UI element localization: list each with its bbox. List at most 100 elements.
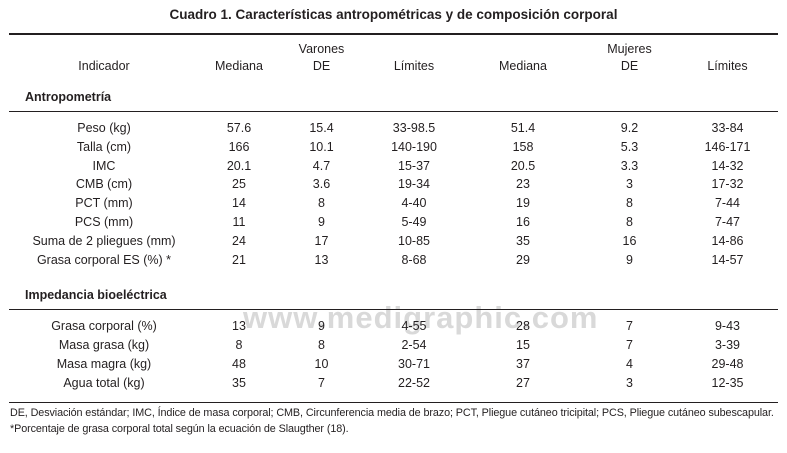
cell-value: 29-48 xyxy=(711,356,744,371)
cell-value: 10-85 xyxy=(398,233,430,248)
section-header-row: Antropometría xyxy=(9,77,778,112)
cell-value: 33-98.5 xyxy=(392,121,436,135)
cell-value: 9 xyxy=(318,319,325,334)
cell-value: 14-32 xyxy=(711,158,744,173)
cell-value: 9 xyxy=(318,214,325,229)
spacer-cell xyxy=(9,34,199,58)
cell-value: 14-57 xyxy=(711,252,744,267)
column-header-indicador: Indicador xyxy=(78,59,130,73)
footnote-abbreviations: DE, Desviación estándar; IMC, Índice de … xyxy=(10,407,774,419)
spacer-cell xyxy=(199,34,279,58)
cell-value: 7-44 xyxy=(714,196,741,211)
cell-value: 8 xyxy=(626,196,633,211)
row-label: Masa grasa (kg) xyxy=(58,338,150,353)
cell-value: 4-40 xyxy=(401,196,427,211)
cell-value: 15.4 xyxy=(309,121,334,135)
column-header-row: Indicador Mediana DE Límites Mediana DE … xyxy=(9,58,778,77)
cell-value: 15 xyxy=(516,338,530,353)
table-row: Agua total (kg) 35 7 22-52 27 3 12-35 xyxy=(9,374,778,402)
cell-value: 35 xyxy=(516,233,530,248)
cell-value: 17 xyxy=(314,233,329,248)
table-row: Grasa corporal ES (%) * 21 13 8-68 29 9 14-57 xyxy=(9,251,778,270)
row-label: Suma de 2 pliegues (mm) xyxy=(32,233,176,248)
row-label: CMB (cm) xyxy=(75,177,133,192)
cell-value: 3.3 xyxy=(620,158,639,173)
cell-value: 7 xyxy=(626,338,633,353)
cell-value: 48 xyxy=(232,356,246,371)
group-header-varones: Varones xyxy=(298,42,345,56)
column-header-limites-v: Límites xyxy=(393,59,435,73)
cell-value: 8 xyxy=(318,338,325,353)
row-label: IMC xyxy=(92,158,116,173)
cell-value: 9 xyxy=(626,252,633,267)
row-label: Agua total (kg) xyxy=(63,375,145,390)
row-label: Grasa corporal (%) xyxy=(51,319,157,334)
spacer-cell xyxy=(464,34,582,58)
column-header-mediana-v: Mediana xyxy=(215,59,263,73)
cell-value: 140-190 xyxy=(391,139,437,154)
section-header: Antropometría xyxy=(9,77,778,112)
cell-value: 9.2 xyxy=(620,121,639,135)
cell-value: 13 xyxy=(314,252,329,267)
spacer-cell xyxy=(364,34,464,58)
cell-value: 9-43 xyxy=(714,319,741,334)
column-header-de-m: DE xyxy=(620,59,639,73)
footnotes: DE, Desviación estándar; IMC, Índice de … xyxy=(10,406,781,437)
cell-value: 19-34 xyxy=(398,177,430,192)
cell-value: 33-84 xyxy=(711,121,744,135)
table-row: PCT (mm) 14 8 4-40 19 8 7-44 xyxy=(9,194,778,213)
cell-value: 7 xyxy=(318,375,325,390)
row-label: PCS (mm) xyxy=(74,214,134,229)
cell-value: 25 xyxy=(232,177,246,192)
section-header-row: Impedancia bioeléctrica xyxy=(9,269,778,311)
cell-value: 21 xyxy=(232,252,246,267)
table-row: Masa magra (kg) 48 10 30-71 37 4 29-48 xyxy=(9,355,778,374)
anthropometric-table: Varones Mujeres Indicador Mediana DE Lím… xyxy=(9,33,778,403)
cell-value: 13 xyxy=(232,319,246,334)
column-header-limites-m: Límites xyxy=(707,59,748,73)
cell-value: 20.1 xyxy=(226,158,252,173)
cell-value: 24 xyxy=(232,233,246,248)
table-row: Grasa corporal (%) 13 9 4-55 28 7 9-43 xyxy=(9,310,778,336)
cell-value: 57.6 xyxy=(226,121,252,135)
cell-value: 14 xyxy=(232,196,246,211)
cell-value: 7 xyxy=(626,319,633,334)
cell-value: 15-37 xyxy=(398,158,430,173)
cell-value: 19 xyxy=(516,196,530,211)
table-row: PCS (mm) 11 9 5-49 16 8 7-47 xyxy=(9,213,778,232)
cell-value: 12-35 xyxy=(711,375,744,390)
table-title: Cuadro 1. Características antropométrica… xyxy=(169,7,618,22)
column-header-mediana-m: Mediana xyxy=(499,59,547,73)
cell-value: 35 xyxy=(232,375,246,390)
cell-value: 3.6 xyxy=(312,177,331,192)
cell-value: 27 xyxy=(516,375,530,390)
table-container: Varones Mujeres Indicador Mediana DE Lím… xyxy=(9,33,778,403)
cell-value: 20.5 xyxy=(510,158,536,173)
table-section-impedancia: Impedancia bioeléctrica Grasa corporal (%… xyxy=(9,269,778,402)
cell-value: 17-32 xyxy=(711,177,744,192)
cell-value: 16 xyxy=(516,214,530,229)
cell-value: 5-49 xyxy=(401,214,427,229)
cell-value: 29 xyxy=(516,252,530,267)
cell-value: 16 xyxy=(622,233,637,248)
column-header-de-v: DE xyxy=(312,59,331,73)
table-section-antropometria: Antropometría Peso (kg) 57.6 15.4 33-98.5 51.… xyxy=(9,77,778,269)
footnote-asterisk: *Porcentaje de grasa corporal total segú… xyxy=(10,422,349,435)
cell-value: 10 xyxy=(314,356,329,371)
cell-value: 11 xyxy=(232,214,246,229)
table-row: CMB (cm) 25 3.6 19-34 23 3 17-32 xyxy=(9,175,778,194)
row-label: Peso (kg) xyxy=(77,121,131,135)
table-row: IMC 20.1 4.7 15-37 20.5 3.3 14-32 xyxy=(9,157,778,176)
table-row: Masa grasa (kg) 8 8 2-54 15 7 3-39 xyxy=(9,336,778,355)
cell-value: 3 xyxy=(626,177,633,192)
row-label: Masa magra (kg) xyxy=(56,356,152,371)
cell-value: 14-86 xyxy=(711,233,744,248)
cell-value: 158 xyxy=(512,139,534,154)
cell-value: 22-52 xyxy=(398,375,430,390)
cell-value: 8-68 xyxy=(401,252,427,267)
cell-value: 8 xyxy=(235,338,243,353)
cell-value: 5.3 xyxy=(620,139,639,154)
cell-value: 23 xyxy=(516,177,530,192)
cell-value: 10.1 xyxy=(309,139,334,154)
